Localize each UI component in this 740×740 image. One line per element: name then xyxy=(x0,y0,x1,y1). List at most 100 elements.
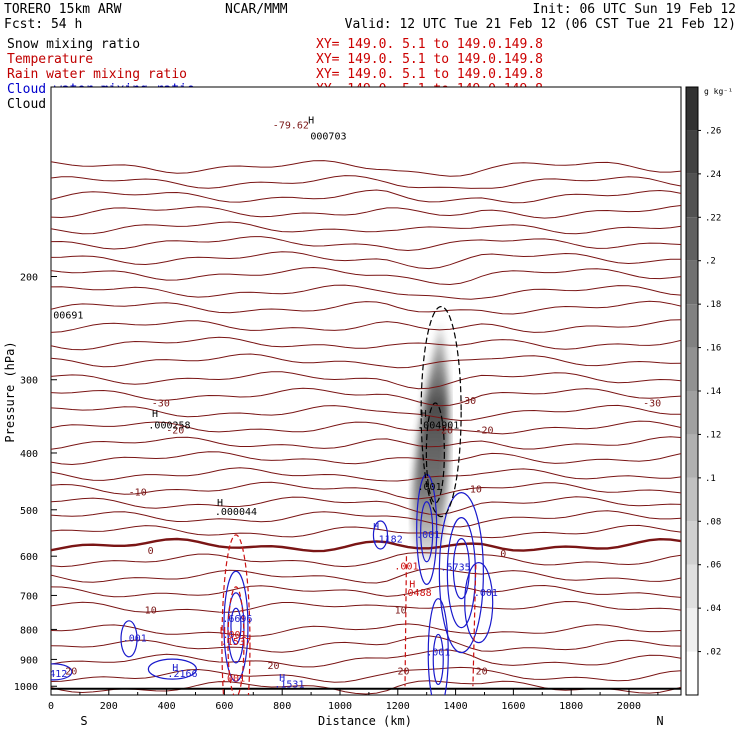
isotherm-label: -20 xyxy=(435,426,453,437)
contour-annotations: -79.62 -30 -30 -30 -20 -20 -20 -10 -10 0 0 10 10 20 20… xyxy=(49,116,661,691)
colorbar-segment xyxy=(686,608,698,652)
x-tick-label: 200 xyxy=(100,701,118,712)
isotherm xyxy=(51,284,681,300)
isotherm xyxy=(51,420,681,435)
cloud-ice-label: .001 xyxy=(418,482,442,493)
rain-label: .1537 xyxy=(221,637,251,648)
cloud-ice-max-marker: H xyxy=(152,409,158,420)
isotherm xyxy=(51,680,681,695)
cloud-water-contour xyxy=(223,570,249,682)
field-xy: XY= 149.0. 5.1 to 149.0.149.8 xyxy=(316,37,543,52)
isotherm xyxy=(51,451,681,466)
y-tick-label: 500 xyxy=(20,506,38,517)
colorbar-segment xyxy=(686,173,698,218)
isotherm xyxy=(51,496,681,515)
x-axis-title: Distance (km) xyxy=(318,714,412,728)
isotherm xyxy=(51,623,681,637)
cloud-water-max-marker: H xyxy=(279,673,285,684)
isotherm xyxy=(51,205,681,219)
isotherm-label: 10 xyxy=(395,606,407,617)
cloud-water-contour xyxy=(432,633,444,686)
isotherm xyxy=(51,635,681,653)
x-tick-label: 1600 xyxy=(501,701,525,712)
x-axis: 0 200 400 600 800 1000 1200 1400 1600 1800 2000 xyxy=(48,689,659,712)
cloud-water-max-marker: H xyxy=(172,663,178,674)
colorbar-tick-label: .22 xyxy=(705,213,721,223)
rain-label: .001 xyxy=(221,674,245,685)
field-xy: XY= 149.0. 5.1 to 149.0.149.8 xyxy=(316,67,543,82)
cloud-water-label: .001 xyxy=(426,647,450,658)
isotherm-label: -30 xyxy=(458,396,476,407)
isotherm-label: 10 xyxy=(145,606,157,617)
isotherm-label: 20 xyxy=(398,666,410,677)
cloud-water-label: .001 xyxy=(474,588,498,599)
cloud-water-label: .001 xyxy=(123,633,147,644)
isotherm xyxy=(51,387,681,407)
field-name: Snow mixing ratio xyxy=(7,37,140,52)
colorbar-tick-label: .26 xyxy=(705,126,721,136)
field-name: Rain water mixing ratio xyxy=(7,67,187,82)
isotherm xyxy=(51,189,681,204)
snow-mixing-ratio-shade xyxy=(412,322,450,562)
x-tick-label: 0 xyxy=(48,701,54,712)
cloud-water-contour xyxy=(230,607,242,645)
colorbar-tick-label: .14 xyxy=(705,387,721,397)
cloud-water-label: .1182 xyxy=(373,535,403,546)
cloud-water-label: 412 xyxy=(49,669,67,680)
isotherm-label: -10 xyxy=(129,487,147,498)
cloud-ice-label: .000258 xyxy=(148,421,190,432)
cloud-water-label: .2166 xyxy=(167,669,197,680)
isotherm-label: -10 xyxy=(464,485,482,496)
x-tick-label: 2000 xyxy=(617,701,641,712)
cloud-water-contour xyxy=(372,520,389,550)
x-tick-label: 1800 xyxy=(559,701,583,712)
colorbar-tick-label: .18 xyxy=(705,300,721,310)
model-title: TORERO 15km ARW xyxy=(4,2,122,17)
colorbar: .02 .04 .06 .08 .1 .12 .14 .16 .18 .2 .22 .24 .26 xyxy=(685,86,721,696)
isotherm xyxy=(51,510,681,528)
isotherm-label: -20 xyxy=(166,426,184,437)
cloud-ice-max-marker: H xyxy=(308,116,314,127)
x-tick-label: 800 xyxy=(273,701,291,712)
isotherm xyxy=(51,600,681,613)
init-time: Init: 06 UTC Sun 19 Feb 12 xyxy=(533,2,737,17)
cloud-water-contour xyxy=(51,663,73,681)
y-axis: 200 300 400 500 600 700 800 900 1000 xyxy=(14,273,57,693)
cloud-ice-contour xyxy=(420,306,462,518)
isotherm-label: 20 xyxy=(267,661,279,672)
isotherm xyxy=(51,236,681,252)
colorbar-segment xyxy=(686,217,698,261)
colorbar-tick-label: .04 xyxy=(705,604,721,614)
rain-label: .001 xyxy=(222,630,246,641)
org-title: NCAR/MMM xyxy=(225,2,288,17)
isotherm xyxy=(51,175,681,189)
field-name: Temperature xyxy=(7,52,93,67)
cloud-ice-label: .004901 xyxy=(417,421,459,432)
colorbar-segment xyxy=(686,391,698,435)
x-tick-label: 1000 xyxy=(328,701,352,712)
rain-label: .001 xyxy=(394,561,418,572)
rain-label: .0488 xyxy=(402,588,432,599)
north-label: N xyxy=(656,714,663,728)
x-tick-label: 400 xyxy=(158,701,176,712)
colorbar-segment xyxy=(686,651,698,695)
cloud-water-contour xyxy=(420,501,434,563)
isotherm-label: -30 xyxy=(643,398,661,409)
rain-contour xyxy=(227,586,245,695)
x-tick-label: 600 xyxy=(215,701,233,712)
forecast-hour: Fcst: 54 h xyxy=(4,17,82,32)
valid-time: Valid: 12 UTC Tue 21 Feb 12 (06 CST Tue … xyxy=(345,17,736,32)
x-tick-label: 1400 xyxy=(444,701,468,712)
cloud-water-label: .5735 xyxy=(441,563,471,574)
colorbar-tick-label: .06 xyxy=(705,561,721,571)
isotherm xyxy=(51,353,681,369)
cloud-ice-contours xyxy=(420,306,462,518)
colorbar-tick-label: .24 xyxy=(705,170,721,180)
rain-max-marker: H xyxy=(409,580,415,591)
isotherm xyxy=(51,552,681,568)
cloud-ice-label: 000703 xyxy=(310,132,346,143)
temperature-isotherms xyxy=(51,160,681,695)
colorbar-segment xyxy=(686,434,698,478)
rain-contour xyxy=(404,556,477,687)
